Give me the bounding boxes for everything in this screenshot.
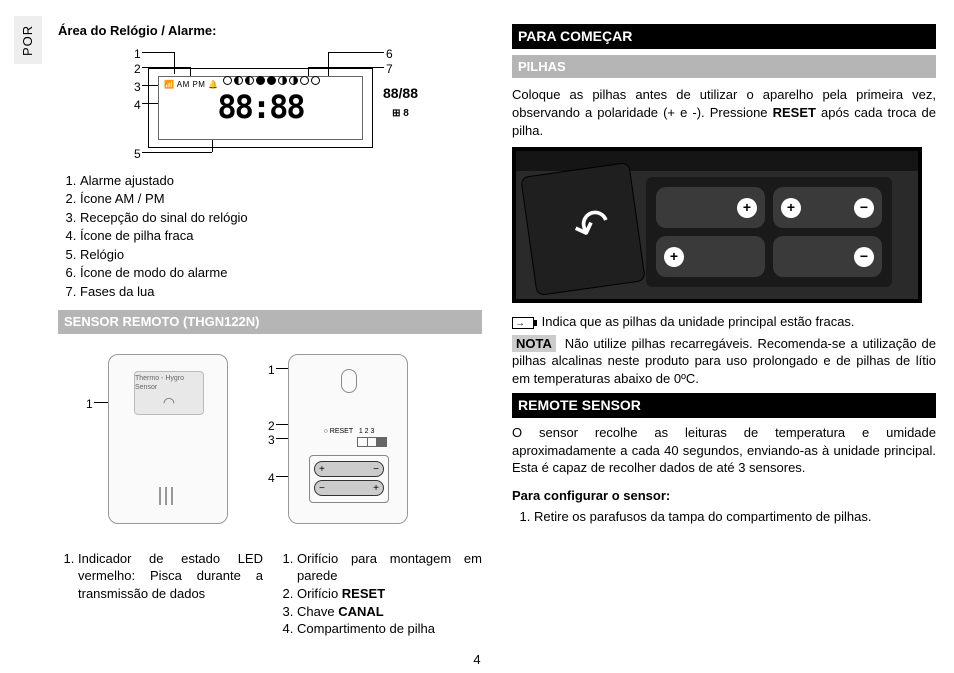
battery-photo: ↶ + + + − — [512, 147, 922, 303]
legend-5: Relógio — [80, 246, 482, 264]
sensor-diagram: 1 Thermo - Hygro Sensor ◠ 1 2 3 4 ○ RESE… — [58, 344, 438, 544]
sensor-back-desc-3: Chave CANAL — [297, 603, 482, 621]
battery-cell-a1: + — [656, 187, 765, 228]
legend-4: Ícone de pilha fraca — [80, 227, 482, 245]
battery-cell-a2: + — [656, 236, 765, 277]
sensor-back-desc-4: Compartimento de pilha — [297, 620, 482, 638]
polarity-plus-icon: + — [781, 198, 801, 218]
weak-battery-line: → Indica que as pilhas da unidade princi… — [512, 313, 936, 331]
bell-icon: 🔔 — [208, 80, 218, 89]
left-column: Área do Relógio / Alarme: 1 2 3 4 5 6 7 — [58, 18, 482, 661]
polarity-minus-icon: − — [854, 247, 874, 267]
sensor-model-label: Thermo - Hygro Sensor — [135, 374, 203, 393]
sensor-back-callout-4: 4 — [268, 470, 275, 486]
sensor-back-desc-1: Orifício para montagem em parede — [297, 550, 482, 585]
moon-phase-row — [223, 76, 320, 85]
sensor-cell-1: +− — [314, 461, 384, 477]
legend-2: Ícone AM / PM — [80, 190, 482, 208]
sensor-back-callout-3: 3 — [268, 432, 275, 448]
callout-4: 4 — [134, 97, 141, 113]
right-column: PARA COMEÇAR PILHAS Coloque as pilhas an… — [512, 18, 936, 661]
config-list: Retire os parafusos da tampa do comparti… — [512, 508, 936, 526]
battery-compartment: + + + − − — [646, 177, 892, 287]
config-title: Para configurar o sensor: — [512, 487, 936, 505]
callout-7: 7 — [386, 61, 393, 77]
sensor-front-vents — [159, 487, 173, 505]
sensor-front-lcd: Thermo - Hygro Sensor ◠ — [134, 371, 204, 415]
battery-cell-b1: + − — [773, 187, 882, 228]
sensor-back-desc-2: Orifício RESET — [297, 585, 482, 603]
battery-cell-b2: − — [773, 236, 882, 277]
polarity-minus-icon: − — [854, 198, 874, 218]
wall-mount-hole — [341, 369, 357, 393]
heading-remote-sensor: REMOTE SENSOR — [512, 393, 936, 418]
sensor-front-callout-1: 1 — [86, 396, 93, 412]
callout-3: 3 — [134, 79, 141, 95]
clock-legend-list: Alarme ajustado Ícone AM / PM Recepção d… — [58, 172, 482, 301]
channel-switch — [357, 437, 387, 447]
callout-6: 6 — [386, 46, 393, 62]
clock-digits: 88:88 — [217, 86, 303, 129]
callout-2: 2 — [134, 61, 141, 77]
callout-1: 1 — [134, 46, 141, 62]
sensor-front-desc-list: Indicador de estado LED vermelho: Pisca … — [58, 550, 263, 603]
nota-label: NOTA — [512, 335, 556, 352]
sensor-front-desc-1: Indicador de estado LED vermelho: Pisca … — [78, 550, 263, 603]
low-battery-icon: → — [512, 317, 534, 329]
heading-para-comecar: PARA COMEÇAR — [512, 24, 936, 49]
config-step-1: Retire os parafusos da tampa do comparti… — [534, 508, 936, 526]
nota-paragraph: NOTA Não utilize pilhas recarregáveis. R… — [512, 335, 936, 388]
language-tab: POR — [14, 16, 42, 64]
callout-5: 5 — [134, 146, 141, 162]
sensor-front-view: Thermo - Hygro Sensor ◠ — [108, 354, 228, 524]
polarity-plus-icon: + — [664, 247, 684, 267]
remote-sensor-paragraph: O sensor recolhe as leituras de temperat… — [512, 424, 936, 477]
ampm-text: AM PM — [177, 80, 206, 89]
clock-top-symbols: 📶 AM PM 🔔 — [164, 80, 219, 91]
clock-area-diagram: 1 2 3 4 5 6 7 88:88 📶 AM — [98, 46, 428, 166]
sensor-back-desc-list: Orifício para montagem em parede Orifíci… — [277, 550, 482, 638]
signal-icon: 📶 — [164, 80, 174, 89]
sensor-back-callout-1: 1 — [268, 362, 275, 378]
legend-6: Ícone de modo do alarme — [80, 264, 482, 282]
sensor-back-view: ○ RESET 1 2 3 +− −+ — [288, 354, 408, 524]
polarity-plus-icon: + — [737, 198, 757, 218]
page-number: 4 — [473, 651, 480, 669]
pilhas-paragraph: Coloque as pilhas antes de utilizar o ap… — [512, 86, 936, 139]
heading-pilhas: PILHAS — [512, 55, 936, 79]
legend-3: Recepção do sinal do relógio — [80, 209, 482, 227]
legend-7: Fases da lua — [80, 283, 482, 301]
signal-arc-icon: ◠ — [163, 393, 175, 412]
sensor-battery-compartment: +− −+ — [309, 455, 389, 503]
sensor-desc-columns: Indicador de estado LED vermelho: Pisca … — [58, 550, 482, 638]
legend-1: Alarme ajustado — [80, 172, 482, 190]
clock-date-side: 88/88⊞ 8 — [383, 84, 418, 122]
area-title: Área do Relógio / Alarme: — [58, 22, 482, 40]
page-content: Área do Relógio / Alarme: 1 2 3 4 5 6 7 — [58, 18, 936, 661]
sensor-heading: SENSOR REMOTO (THGN122N) — [58, 310, 482, 334]
sensor-cell-2: −+ — [314, 480, 384, 496]
